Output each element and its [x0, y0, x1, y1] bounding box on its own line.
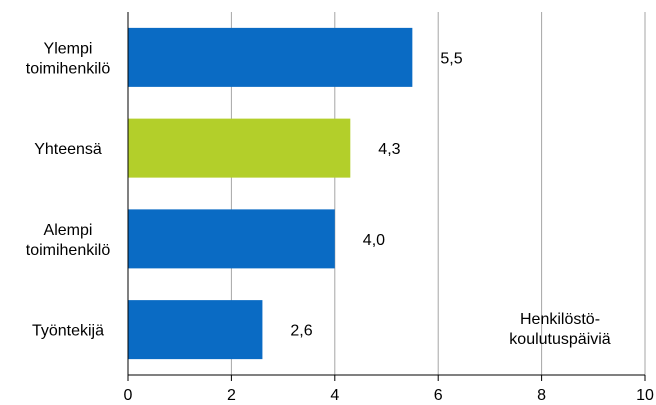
- data-label: 4,0: [363, 232, 385, 249]
- data-label: 2,6: [290, 323, 312, 340]
- x-tick-label: 0: [124, 387, 133, 404]
- labels: 5,5 Ylempi toimihenkilö 4,3 Yhteensä 4,0 Alemp…: [26, 40, 654, 404]
- bar: [128, 27, 413, 87]
- bar: [128, 209, 335, 269]
- x-tick-label: 10: [636, 387, 654, 404]
- data-label: 5,5: [440, 50, 462, 67]
- category-label: Alempi toimihenkilö: [26, 222, 111, 259]
- category-label: Yhteensä: [34, 141, 102, 158]
- unit-label: Henkilöstö-koulutuspäiviä: [509, 311, 611, 348]
- x-tick-label: 6: [434, 387, 443, 404]
- bar: [128, 300, 263, 360]
- x-tick-label: 2: [227, 387, 236, 404]
- bars: [128, 27, 413, 360]
- bar: [128, 118, 351, 178]
- x-tick-label: 8: [537, 387, 546, 404]
- data-label: 4,3: [378, 141, 400, 158]
- category-label: Työntekijä: [32, 323, 104, 340]
- axes: [127, 12, 646, 381]
- category-label: Ylempi toimihenkilö: [26, 40, 111, 77]
- x-tick-label: 4: [330, 387, 339, 404]
